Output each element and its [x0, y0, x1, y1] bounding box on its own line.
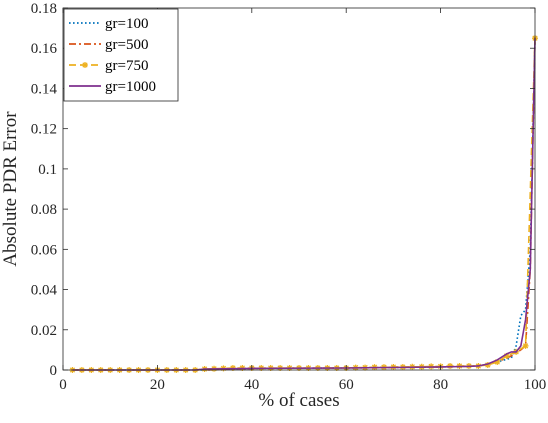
axes-layer: [62, 7, 536, 371]
x-tick-label: 40: [244, 377, 259, 393]
y-axis-label: Absolute PDR Error: [0, 111, 21, 267]
y-tick-label: 0.02: [31, 323, 57, 339]
x-tick-label: 0: [59, 377, 67, 393]
series-line-4: [72, 38, 536, 371]
y-tick-label: 0.08: [31, 202, 57, 218]
ticks-layer: 0 20 40 60 80 100 0 0.02 0.04 0.06 0.08 0.1 0.12 0.14…: [31, 1, 547, 393]
y-tick-label: 0.18: [31, 1, 57, 17]
y-tick-label: 0.14: [31, 81, 58, 97]
data-point: [503, 352, 510, 359]
axes-box: [62, 7, 536, 371]
y-tick-label: 0.06: [31, 242, 58, 258]
x-axis-label: % of cases: [258, 390, 339, 411]
x-tick-label: 60: [339, 377, 354, 393]
data-point: [484, 361, 491, 368]
y-tick-label: 0.1: [38, 162, 57, 178]
data-point: [494, 358, 501, 365]
y-tick-label: 0: [50, 363, 58, 379]
legend-label: gr=100: [105, 16, 148, 32]
x-tick-label: 80: [433, 377, 448, 393]
x-tick-label: 100: [524, 377, 547, 393]
x-tick-label: 20: [150, 377, 165, 393]
legend-label: gr=500: [105, 37, 148, 53]
y-tick-label: 0.16: [31, 41, 58, 57]
legend-label: gr=750: [105, 58, 148, 74]
legend: gr=100 gr=500 gr=750 gr=1000: [63, 8, 179, 102]
y-tick-label: 0.12: [31, 122, 57, 138]
legend-box: [63, 8, 179, 102]
y-tick-label: 0.04: [31, 283, 58, 299]
legend-label: gr=1000: [105, 79, 156, 95]
legend-marker: [82, 62, 88, 68]
data-point: [522, 342, 529, 349]
